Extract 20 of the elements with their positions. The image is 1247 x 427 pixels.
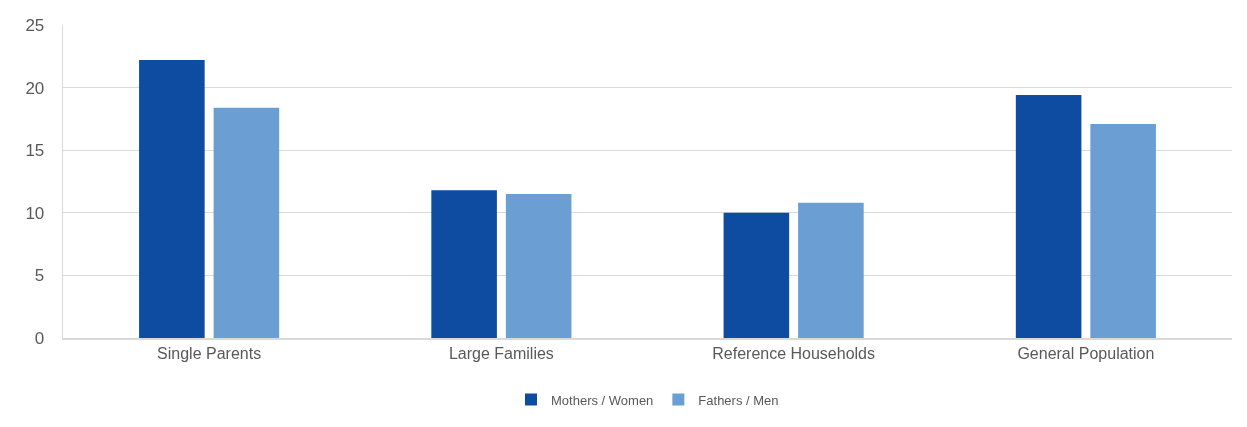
- bar: [723, 212, 790, 338]
- x-tick-label: Large Families: [448, 344, 554, 362]
- y-tick-label: 15: [25, 141, 45, 161]
- y-tick-label: 0: [34, 328, 45, 348]
- bar: [1090, 123, 1156, 338]
- y-tick-label: 25: [25, 15, 45, 35]
- y-tick-label: 10: [25, 203, 45, 223]
- bar: [431, 190, 497, 338]
- y-tick-label: 5: [34, 266, 45, 286]
- bar: [505, 194, 572, 338]
- bar: [213, 107, 280, 338]
- x-tick-label: Reference Households: [712, 344, 876, 362]
- bar: [139, 60, 205, 338]
- bar: [1015, 95, 1082, 338]
- legend-label: Mothers / Women: [551, 392, 654, 408]
- y-tick-label: 20: [25, 78, 45, 98]
- x-tick-label: General Population: [1017, 344, 1155, 362]
- x-tick-label: Single Parents: [157, 344, 262, 362]
- bar: [798, 202, 864, 338]
- legend-label: Fathers / Men: [698, 392, 779, 408]
